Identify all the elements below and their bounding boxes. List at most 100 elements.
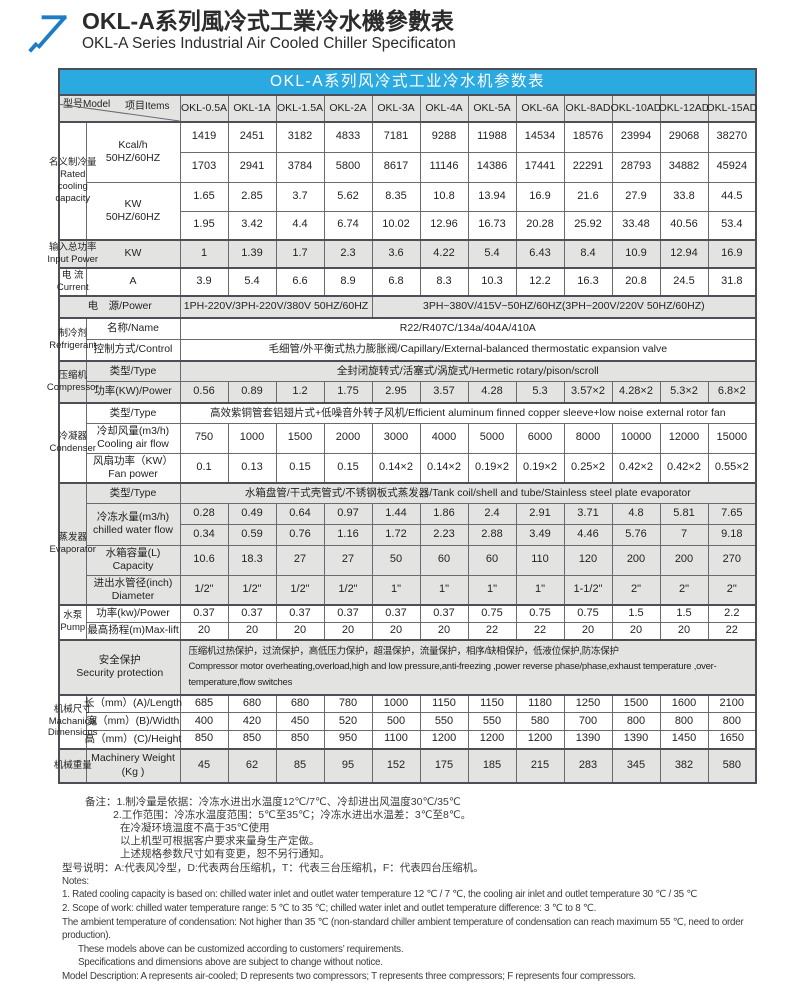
spec-value-cell: 2.2 (707, 603, 757, 623)
spec-value-cell: 5.76 (611, 523, 661, 546)
spec-value-cell: 215 (515, 747, 565, 784)
item-label-condenser-type: 类型/Type (85, 402, 181, 424)
note-line: Model Description: A represents air-cool… (62, 970, 636, 982)
spec-value-cell: 14534 (515, 121, 565, 153)
item-label-machinery-weight: Machinery Weight (Kg ) (85, 747, 181, 784)
spec-value-cell: 6.74 (323, 210, 373, 241)
spec-value-cell: 0.1 (179, 452, 229, 484)
note-line: 2. Scope of work: chilled water temperat… (62, 902, 597, 914)
spec-value-cell: 4.46 (563, 523, 613, 546)
model-column-header: OKL-4A (419, 94, 469, 123)
spec-value-cell: 2.85 (227, 181, 277, 212)
model-column-header: OKL-3A (371, 94, 421, 123)
spec-value-cell: 24.5 (659, 267, 709, 297)
item-label-pump-power: 功率(kw)/Power (85, 603, 181, 623)
spec-value-cell: 22 (707, 621, 757, 641)
title-block: OKL-A系列風冷式工業冷水機參數表 OKL-A Series Industri… (82, 8, 456, 53)
table-row: 冷却风量(m3/h) Cooling air flow 750 1000 1500 200… (59, 422, 757, 454)
spec-value-cell: 5.3 (515, 380, 565, 404)
spec-value-cell: 21.6 (563, 181, 613, 212)
spec-value-cell: 4.8 (611, 502, 661, 525)
note-line: These models above can be customized acc… (78, 943, 404, 955)
spec-value-cell: 12.96 (419, 210, 469, 241)
spec-value-cell: 580 (707, 747, 757, 784)
spec-value-cell: 950 (323, 730, 373, 750)
spec-value-cell: 12.2 (515, 267, 565, 297)
section-label-rated-cooling-capacity: 名义制冷量 Rated cooling capacity (49, 121, 97, 241)
spec-value-cell: 16.3 (563, 267, 613, 297)
spec-value-cell: 5.81 (659, 502, 709, 525)
spec-value-cell: 1250 (563, 693, 613, 714)
table-row: 水泵 Pump 功率(kw)/Power 0.37 0.37 0.37 0.37 0.37 0.… (58, 603, 757, 640)
spec-value-cell: 1450 (659, 730, 709, 750)
table-row: 进出水管径(inch) Diameter 1/2" 1/2" 1/2" 1/2" 1" 1" 1… (59, 574, 757, 606)
spec-value-cell: 1390 (611, 730, 661, 750)
spec-value-cell: 7 (659, 523, 709, 546)
spec-value-cell: 5.4 (467, 239, 517, 269)
spec-value-cell: 20.28 (515, 210, 565, 241)
spec-value-cell: 0.97 (323, 502, 373, 525)
item-label-control: 控制方式/Control (85, 338, 181, 362)
spec-value-cell: 1.16 (323, 523, 373, 546)
spec-value-cell: 0.37 (323, 603, 373, 623)
item-label-max-lift: 最高扬程(m)Max-lift (85, 621, 181, 641)
spec-value-cell: 23994 (611, 121, 661, 153)
spec-value-cell: 1.5 (659, 603, 709, 623)
item-label-ampere: A (85, 267, 181, 297)
spec-value-cell: 2.3 (323, 239, 373, 269)
spec-value-cell: 33.48 (611, 210, 661, 241)
spec-value-cell: 5.4 (227, 267, 277, 297)
spec-value-cell: 1000 (371, 693, 421, 714)
item-label-kcal: Kcal/h 50HZ/60HZ (85, 121, 181, 183)
item-label-compressor-type: 类型/Type (85, 360, 181, 382)
spec-value-cell: 382 (659, 747, 709, 784)
spec-value-cell: 10.8 (419, 181, 469, 212)
spec-value-cell: 3.57 (419, 380, 469, 404)
spec-value-cell: 0.14×2 (371, 452, 421, 484)
spec-value-cell: 4.22 (419, 239, 469, 269)
spec-value-cell: 8.9 (323, 267, 373, 297)
spec-value-cell: 800 (611, 712, 661, 732)
item-label-kw: KW 50HZ/60HZ (85, 181, 181, 241)
table-title-banner: OKL-A系列风冷式工业冷水机参数表 (58, 68, 757, 96)
spec-value-cell: 0.56 (179, 380, 229, 404)
spec-value-cell: 25.92 (563, 210, 613, 241)
table-row: 电 源/Power 1PH-220V/3PH-220V/380V 50HZ/60H… (58, 295, 757, 319)
item-label-input-kw: KW (85, 239, 181, 269)
table-row: 机械重量 Machinery Weight (Kg ) 45 62 85 95 152 175 1… (54, 747, 757, 784)
spec-value-cell: 1/2" (323, 574, 373, 606)
spec-value-cell: 9.18 (707, 523, 757, 546)
spec-value-cell: 0.14×2 (419, 452, 469, 484)
spec-value-cell: 6.6 (275, 267, 325, 297)
spec-value-cell: 550 (467, 712, 517, 732)
spec-value-cell: 2451 (227, 121, 277, 153)
table-row: 冷冻水量(m3/h) chilled water flow 0.28 0.49 0.64… (59, 502, 757, 546)
spec-value-cell: 8.4 (563, 239, 613, 269)
spec-value-cell: 2" (611, 574, 661, 606)
item-label-length: 长（mm）(A)/Length (84, 693, 182, 714)
spec-value-cell: 6.8 (371, 267, 421, 297)
spec-value-cell: 3.71 (563, 502, 613, 525)
spec-value-cell: 1.86 (419, 502, 469, 525)
spec-value-cell: 2" (659, 574, 709, 606)
note-line: 以上机型可根据客户要求来量身生产定做。 (120, 835, 320, 848)
spec-value-cell: 1.44 (371, 502, 421, 525)
spec-value-cell: 0.42×2 (611, 452, 661, 484)
spec-value-cell: 50 (371, 544, 421, 576)
spec-value-cell: 16.9 (515, 181, 565, 212)
table-row: 名义制冷量 Rated cooling capacity Kcal/h 50HZ/60HZ… (49, 121, 757, 241)
spec-value-cell: 850 (227, 730, 277, 750)
table-row: 功率(KW)/Power 0.56 0.89 1.2 1.75 2.95 3.57 4.28 5… (59, 380, 757, 404)
spec-value-cell: 0.28 (179, 502, 229, 525)
spec-value-cell: 10.9 (611, 239, 661, 269)
spec-value-cell: 685 (179, 693, 229, 714)
model-column-header: OKL-15AD (706, 94, 757, 123)
table-row: 蒸发器 Evaporator 类型/Type 水箱盘管/干式壳管式/不锈钢板式蒸发器/… (50, 482, 757, 606)
spec-value-cell: 20 (227, 621, 277, 641)
page-title: OKL-A系列風冷式工業冷水機參數表 (82, 8, 454, 34)
arrow-up-right-logo-icon (28, 15, 68, 53)
control-value: 毛细管/外平衡式热力膨胀阀/Capillary/External-balance… (179, 338, 757, 362)
spec-value-cell: 1/2" (275, 574, 325, 606)
spec-value-cell: 6.8×2 (707, 380, 757, 404)
spec-value-cell: 1" (419, 574, 469, 606)
